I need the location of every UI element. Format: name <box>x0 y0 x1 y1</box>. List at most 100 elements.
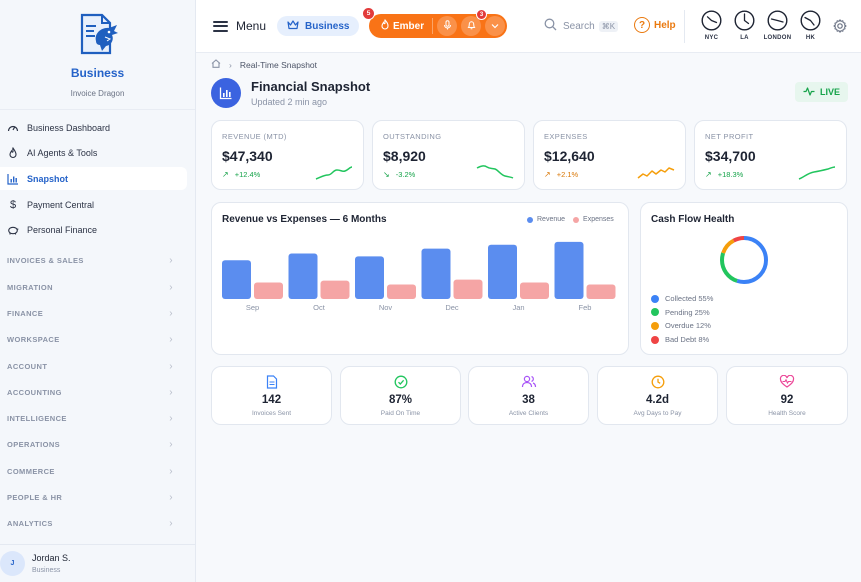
donut-slice-3[interactable] <box>720 236 768 284</box>
stat-label: Active Clients <box>508 410 549 417</box>
sidebar-item-personal-finance[interactable]: Personal Finance <box>0 219 187 242</box>
kpi-delta-value: -3.2% <box>395 170 416 179</box>
sidebar-item-payment-central[interactable]: $ Payment Central <box>0 193 187 216</box>
bar-expenses[interactable] <box>520 282 549 299</box>
cash-flow-item-overdue: Overdue 12% <box>651 319 713 333</box>
gauge-icon <box>7 122 19 134</box>
donut-slice-1[interactable] <box>720 236 768 284</box>
kpi-card-outstanding[interactable]: OUTSTANDING $8,920 ↘ -3.2% <box>372 120 525 190</box>
sidebar-item-snapshot[interactable]: Snapshot <box>0 167 187 191</box>
bar-revenue[interactable] <box>288 253 318 299</box>
home-icon[interactable] <box>211 59 221 70</box>
sidebar-group-accounting[interactable]: ACCOUNTING › <box>0 379 195 405</box>
bar-expenses[interactable] <box>254 282 283 299</box>
chevron-right-icon: › <box>169 334 173 346</box>
bar-revenue[interactable] <box>421 248 451 299</box>
bar-expenses[interactable] <box>320 280 350 299</box>
sidebar-group-operations[interactable]: OPERATIONS › <box>0 432 195 458</box>
user-profile[interactable]: J Jordan S. Business <box>0 544 195 582</box>
ember-assistant: 5 Ember 3 <box>362 7 507 38</box>
breadcrumb-current: Real-Time Snapshot <box>239 59 318 70</box>
chevron-right-icon: › <box>169 413 173 425</box>
clock-london[interactable]: LONDON <box>761 10 794 41</box>
notifications-button[interactable]: 3 <box>461 9 487 36</box>
ember-dropdown-button[interactable] <box>485 16 505 36</box>
chart-legend: Revenue Expenses <box>527 216 622 223</box>
group-label: ANALYTICS <box>7 519 53 529</box>
legend-dot <box>651 308 659 317</box>
bar-revenue[interactable] <box>554 241 584 299</box>
stat-card-active-clients[interactable]: 38 Active Clients <box>468 366 589 425</box>
group-label: ACCOUNTING <box>7 387 62 397</box>
clock-la[interactable]: LA <box>728 10 761 41</box>
microphone-icon <box>443 19 452 33</box>
cash-flow-donut-chart <box>720 236 768 284</box>
sidebar-group-intelligence[interactable]: INTELLIGENCE › <box>0 406 195 432</box>
bar-expenses[interactable] <box>586 284 616 299</box>
chevron-right-icon: › <box>169 465 173 477</box>
menu-button[interactable]: Menu <box>213 19 266 33</box>
settings-button[interactable] <box>833 19 847 36</box>
sidebar-group-invoices-sales[interactable]: INVOICES & SALES › <box>0 248 195 274</box>
sidebar-group-account[interactable]: ACCOUNT › <box>0 353 195 379</box>
sidebar-nav: Business Dashboard AI Agents & Tools Sna… <box>0 110 195 242</box>
clock-icon <box>767 10 788 31</box>
x-tick-label: Jan <box>512 303 524 312</box>
bar-revenue[interactable] <box>355 256 384 299</box>
clock-hk[interactable]: HK <box>794 10 827 41</box>
activity-icon <box>803 86 815 98</box>
kpi-delta-value: +2.1% <box>556 170 579 179</box>
cash-flow-title: Cash Flow Health <box>651 214 735 225</box>
plan-switcher-button[interactable]: Business <box>277 16 359 36</box>
kpi-card-revenue[interactable]: REVENUE (MTD) $47,340 ↗ +12.4% <box>211 120 364 190</box>
legend-dot <box>527 216 533 223</box>
sidebar-group-analytics[interactable]: ANALYTICS › <box>0 511 195 537</box>
sidebar-item-label: Business Dashboard <box>27 122 111 133</box>
sidebar-group-people-hr[interactable]: PEOPLE & HR › <box>0 484 195 510</box>
stat-card-avg-days-to-pay[interactable]: 4.2d Avg Days to Pay <box>597 366 718 425</box>
clock-nyc[interactable]: NYC <box>695 10 728 41</box>
arrow-down-right-icon: ↘ <box>383 170 390 179</box>
bar-expenses[interactable] <box>453 279 483 299</box>
sidebar-group-finance[interactable]: FINANCE › <box>0 300 195 326</box>
kpi-value: $47,340 <box>222 148 273 164</box>
help-button[interactable]: ? Help <box>634 17 676 33</box>
sidebar-item-business-dashboard[interactable]: Business Dashboard <box>0 116 187 139</box>
ember-button[interactable]: Ember <box>369 19 432 33</box>
kpi-label: NET PROFIT <box>705 132 754 141</box>
stat-card-invoices-sent[interactable]: 142 Invoices Sent <box>211 366 332 425</box>
kpi-card-net-profit[interactable]: NET PROFIT $34,700 ↗ +18.3% <box>694 120 847 190</box>
cash-flow-label: Collected 55% <box>665 294 714 304</box>
sidebar-item-ai-agents[interactable]: AI Agents & Tools <box>0 142 187 165</box>
chevron-right-icon: › <box>169 492 173 504</box>
kpi-value: $34,700 <box>705 148 756 164</box>
bar-revenue[interactable] <box>222 260 251 299</box>
kpi-delta-value: +12.4% <box>234 170 261 179</box>
search-button[interactable]: Search ⌘K <box>544 18 619 34</box>
dragon-logo-icon[interactable] <box>76 13 120 55</box>
sparkline <box>798 166 836 180</box>
stat-value: 92 <box>780 394 794 406</box>
stat-card-paid-on-time[interactable]: 87% Paid On Time <box>340 366 461 425</box>
sidebar-group-commerce[interactable]: COMMERCE › <box>0 458 195 484</box>
bar-revenue[interactable] <box>488 244 517 299</box>
sidebar-item-label: Payment Central <box>27 199 95 210</box>
heart-pulse-icon <box>779 374 795 391</box>
sidebar-group-workspace[interactable]: WORKSPACE › <box>0 327 195 353</box>
notification-badge: 3 <box>476 9 487 20</box>
chevron-right-icon: › <box>229 59 232 70</box>
sparkline <box>315 166 353 180</box>
ember-label: Ember <box>393 20 425 32</box>
legend-dot <box>573 216 580 223</box>
piggy-bank-icon <box>7 224 19 236</box>
sidebar-group-migration[interactable]: MIGRATION › <box>0 274 195 300</box>
microphone-button[interactable] <box>437 16 457 36</box>
kpi-card-expenses[interactable]: EXPENSES $12,640 ↗ +2.1% <box>533 120 686 190</box>
legend-item-expenses: Expenses <box>573 216 614 223</box>
chevron-down-icon <box>491 21 499 32</box>
stat-card-health-score[interactable]: 92 Health Score <box>726 366 848 425</box>
main-content: › Real-Time Snapshot Financial Snapshot … <box>196 53 861 582</box>
legend-item-revenue: Revenue <box>527 216 565 223</box>
cash-flow-label: Pending 25% <box>665 307 710 317</box>
bar-expenses[interactable] <box>387 284 416 299</box>
